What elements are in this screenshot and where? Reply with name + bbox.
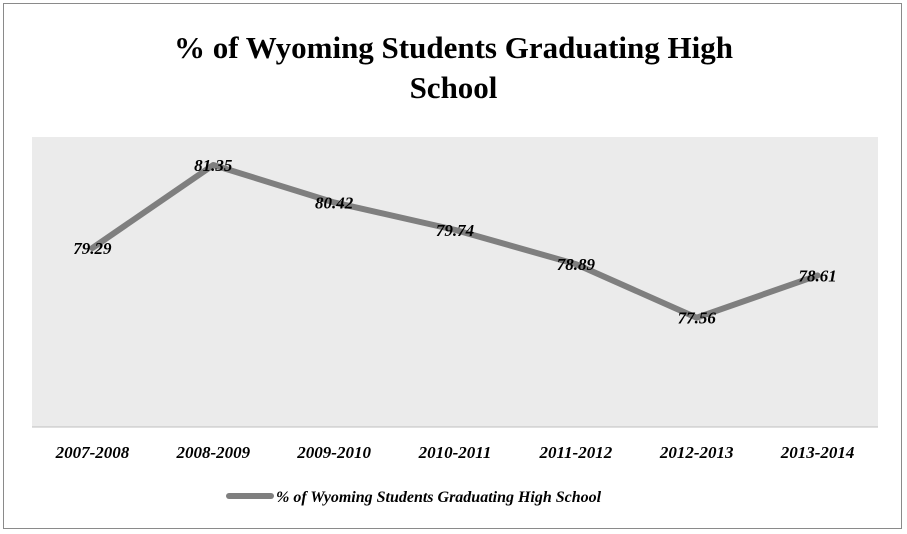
series-line <box>89 161 821 321</box>
data-label: 77.56 <box>678 309 717 328</box>
legend: % of Wyoming Students Graduating High Sc… <box>226 489 602 506</box>
data-label: 78.89 <box>557 255 596 274</box>
chart-title-line-1: % of Wyoming Students Graduating High <box>174 30 733 65</box>
data-label: 79.74 <box>436 221 474 240</box>
series-layer: 79.29 81.35 80.42 79.74 78.89 77.56 78.61 <box>73 156 836 328</box>
x-tick-label: 2007-2008 <box>55 443 130 462</box>
plot-area <box>32 137 878 427</box>
x-tick-label: 2013-2014 <box>780 443 855 462</box>
data-label: 80.42 <box>315 193 354 212</box>
data-label: 78.61 <box>798 266 836 285</box>
data-label: 79.29 <box>73 239 112 258</box>
chart-title: % of Wyoming Students Graduating High Sc… <box>0 28 907 108</box>
x-tick-label: 2012-2013 <box>659 443 734 462</box>
legend-label: % of Wyoming Students Graduating High Sc… <box>276 489 602 506</box>
chart-title-line-2: School <box>409 70 498 105</box>
x-tick-label: 2010-2011 <box>418 443 492 462</box>
x-tick-label: 2008-2009 <box>175 443 250 462</box>
x-tick-labels: 2007-2008 2008-2009 2009-2010 2010-2011 2011… <box>55 443 855 462</box>
x-tick-label: 2009-2010 <box>296 443 371 462</box>
data-label: 81.35 <box>194 156 233 175</box>
x-tick-label: 2011-2012 <box>538 443 612 462</box>
